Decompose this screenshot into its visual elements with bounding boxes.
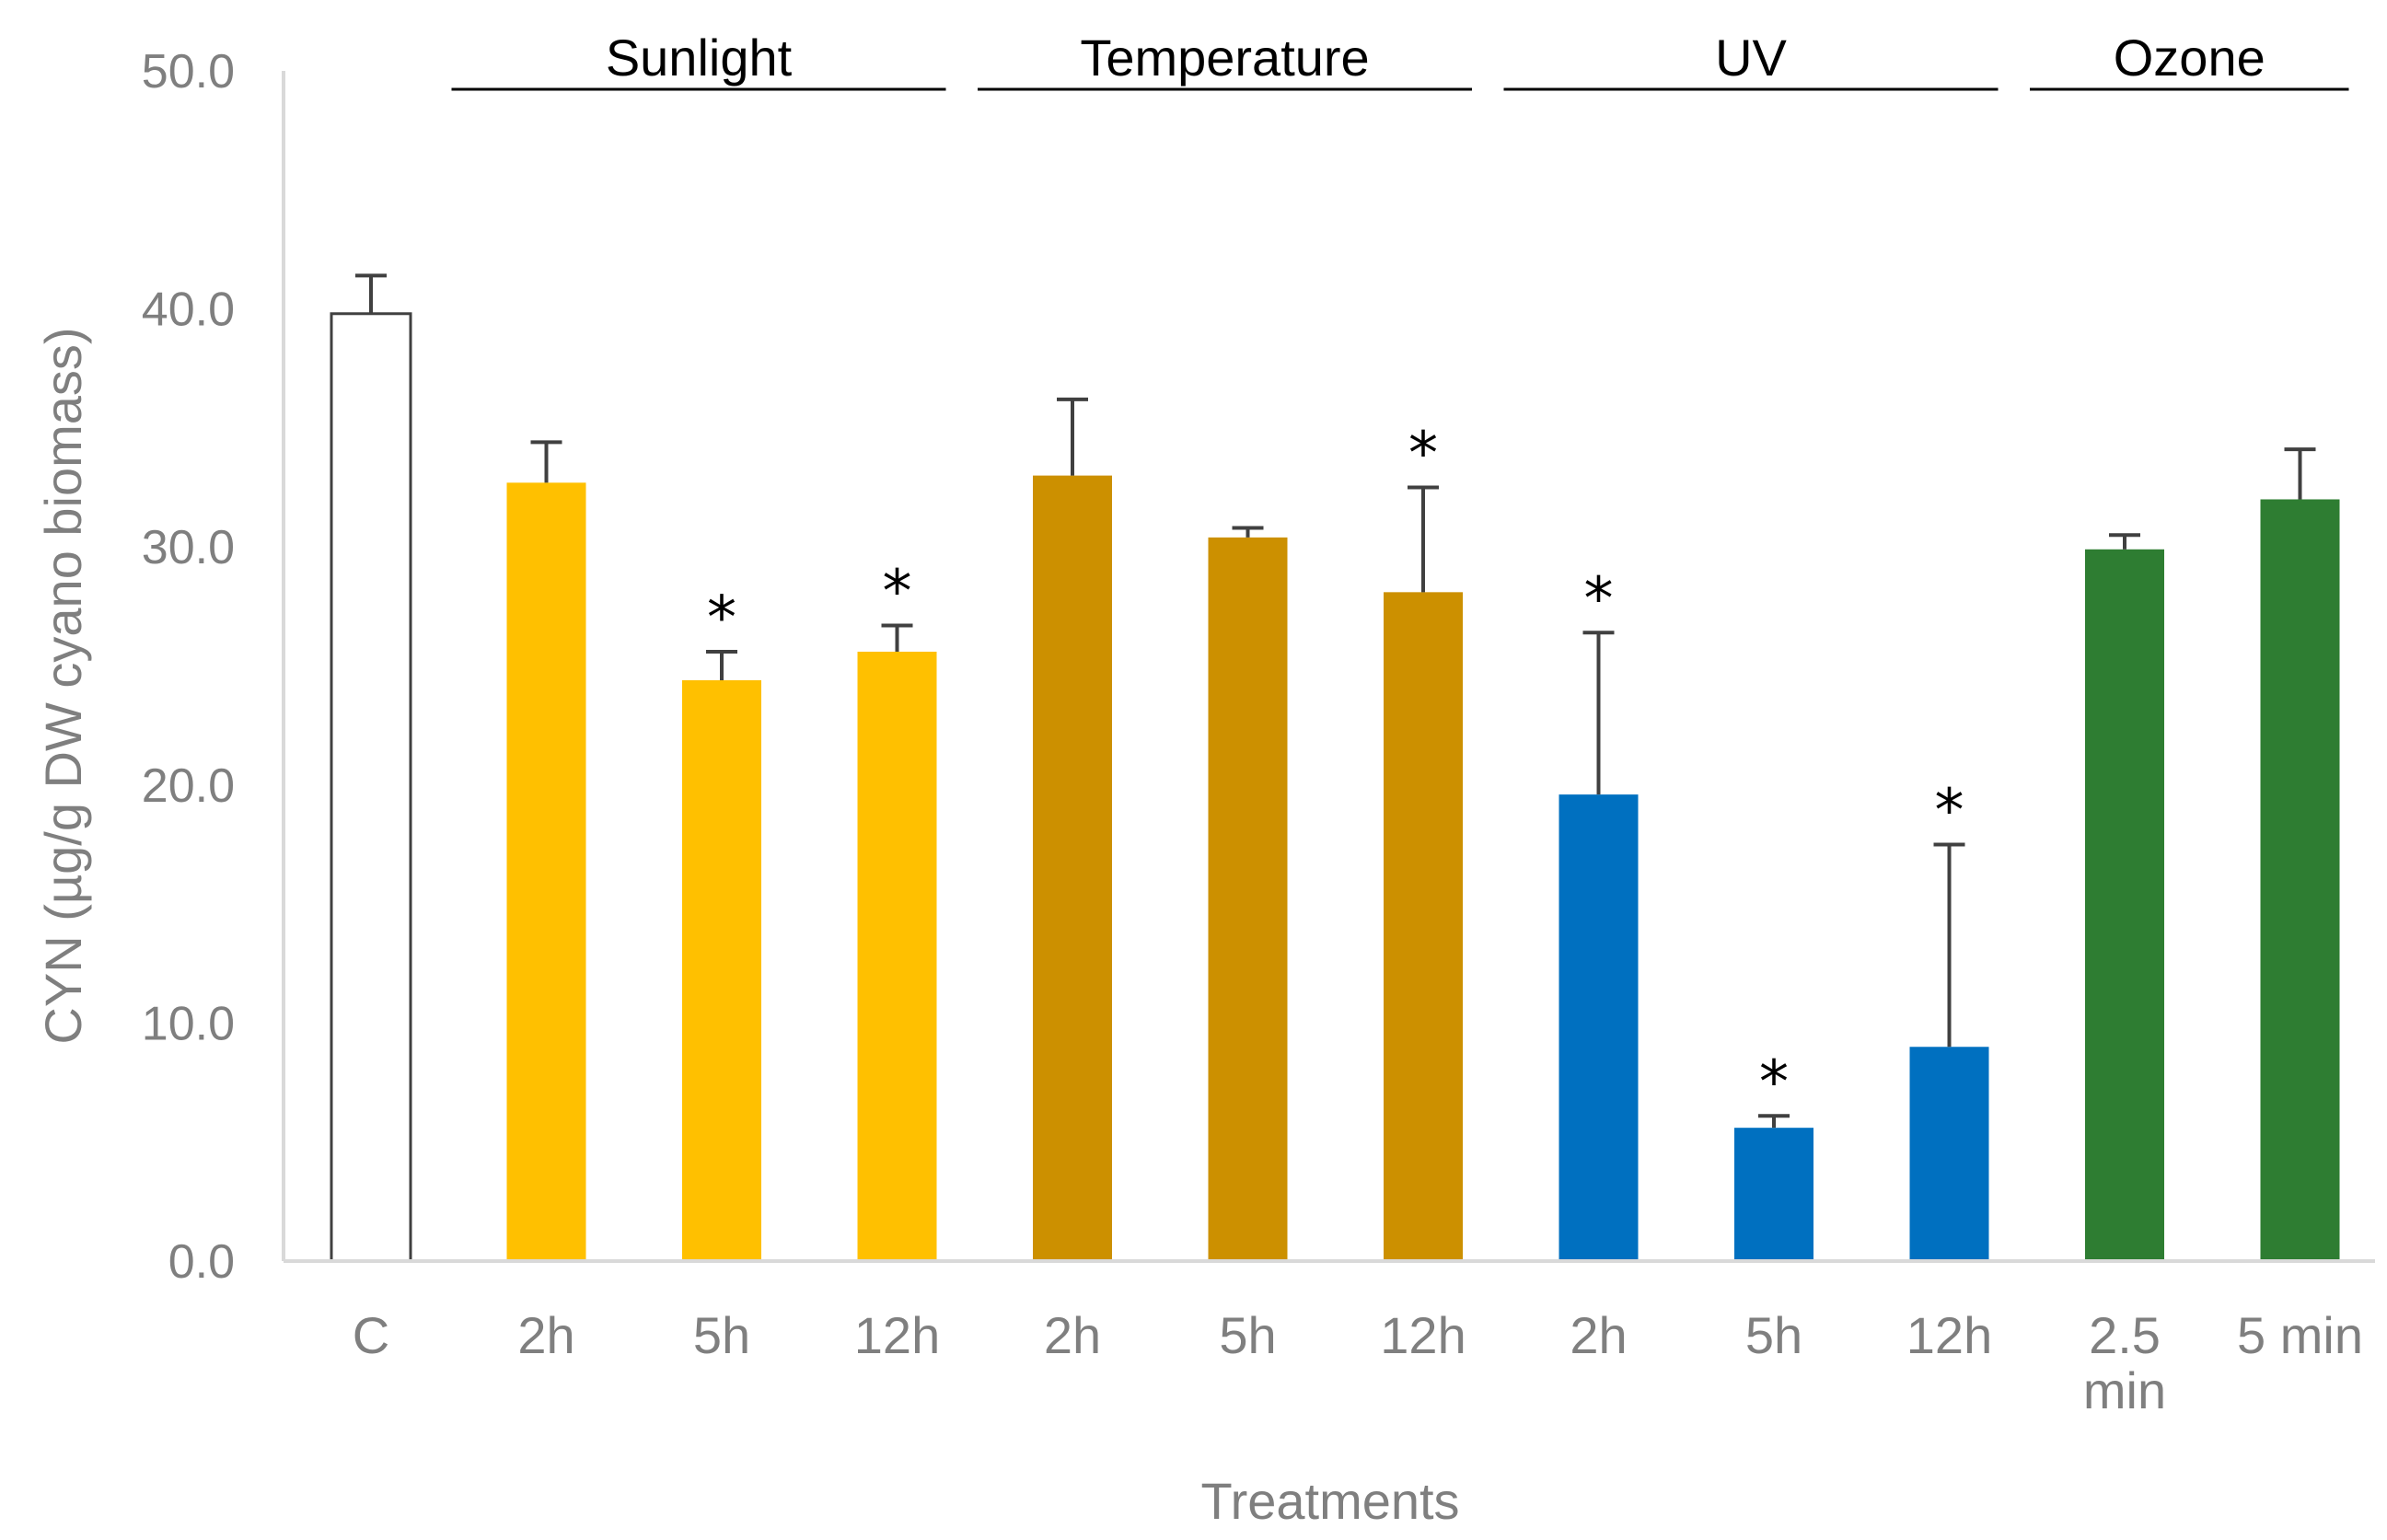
x-tick-label: 2h	[1570, 1306, 1627, 1364]
y-tick-label: 30.0	[142, 521, 235, 574]
y-tick-label: 40.0	[142, 284, 235, 337]
error-bar	[2109, 533, 2140, 550]
x-axis-tick-labels: C 2h 5h 12h 2h 5h 12h 2h 5h 12h 2.5 min 5 min	[353, 1306, 2363, 1419]
y-axis-ticks: 0.0 10.0 20.0 30.0 40.0 50.0	[142, 45, 235, 1289]
bar	[2260, 499, 2340, 1261]
group-label: Temperature	[1080, 29, 1369, 87]
error-bar	[530, 440, 562, 483]
group-label-ozone: Ozone	[2030, 29, 2349, 91]
bar	[857, 651, 937, 1261]
error-bars	[355, 273, 2316, 1129]
x-tick-label: 5 min	[2237, 1306, 2363, 1364]
group-label-temperature: Temperature	[978, 29, 1472, 91]
significance-marker: *	[1408, 421, 1438, 489]
bar	[1033, 475, 1112, 1261]
group-label-sunlight: Sunlight	[451, 29, 946, 91]
group-label-uv: UV	[1503, 29, 1999, 91]
significance-marker: *	[1584, 565, 1614, 633]
y-tick-label: 50.0	[142, 45, 235, 98]
error-bar	[355, 273, 387, 314]
error-bar	[1057, 397, 1088, 476]
x-tick-label: 2.5 min	[2083, 1306, 2166, 1419]
error-bar	[2284, 447, 2316, 500]
error-bar	[1408, 485, 1439, 593]
bar	[2085, 549, 2164, 1261]
error-bar	[881, 623, 913, 652]
y-tick-label: 20.0	[142, 759, 235, 813]
y-axis-title: CYN (µg/g DW cyano biomass)	[34, 327, 92, 1044]
treatment-group-labels: Sunlight Temperature UV Ozone	[451, 29, 2349, 91]
bar	[506, 482, 586, 1261]
y-tick-label: 10.0	[142, 997, 235, 1050]
error-bar	[1933, 842, 1965, 1048]
bar	[1384, 592, 1463, 1261]
x-axis-title: Treatments	[1200, 1472, 1459, 1530]
x-tick-label: 12h	[1380, 1306, 1466, 1364]
group-label: Ozone	[2114, 29, 2265, 87]
x-tick-label: C	[353, 1306, 389, 1364]
x-tick-label: 12h	[1906, 1306, 1992, 1364]
x-tick-label: 2h	[1044, 1306, 1101, 1364]
significance-markers: * * * * * *	[707, 421, 1964, 1117]
bar	[330, 312, 412, 1263]
significance-marker: *	[1759, 1048, 1789, 1117]
error-bar	[1582, 631, 1615, 795]
error-bar	[1232, 526, 1264, 538]
bars	[330, 312, 2340, 1263]
axes	[282, 71, 2375, 1263]
error-bar	[1758, 1114, 1790, 1129]
bar	[1734, 1128, 1813, 1261]
x-tick-label: 5h	[1745, 1306, 1802, 1364]
bar	[1909, 1047, 1989, 1261]
significance-marker: *	[707, 585, 736, 653]
y-tick-label: 0.0	[168, 1235, 235, 1289]
significance-marker: *	[1935, 777, 1964, 845]
error-bar	[706, 649, 737, 681]
bar	[1208, 537, 1288, 1261]
x-tick-label: 5h	[1219, 1306, 1276, 1364]
group-label: Sunlight	[606, 29, 793, 87]
bar	[1559, 794, 1639, 1261]
x-tick-label: 12h	[854, 1306, 940, 1364]
significance-marker: *	[883, 559, 912, 627]
x-tick-label: 5h	[693, 1306, 750, 1364]
bar	[682, 680, 761, 1261]
group-label: UV	[1715, 29, 1787, 87]
x-tick-label: 2h	[517, 1306, 574, 1364]
